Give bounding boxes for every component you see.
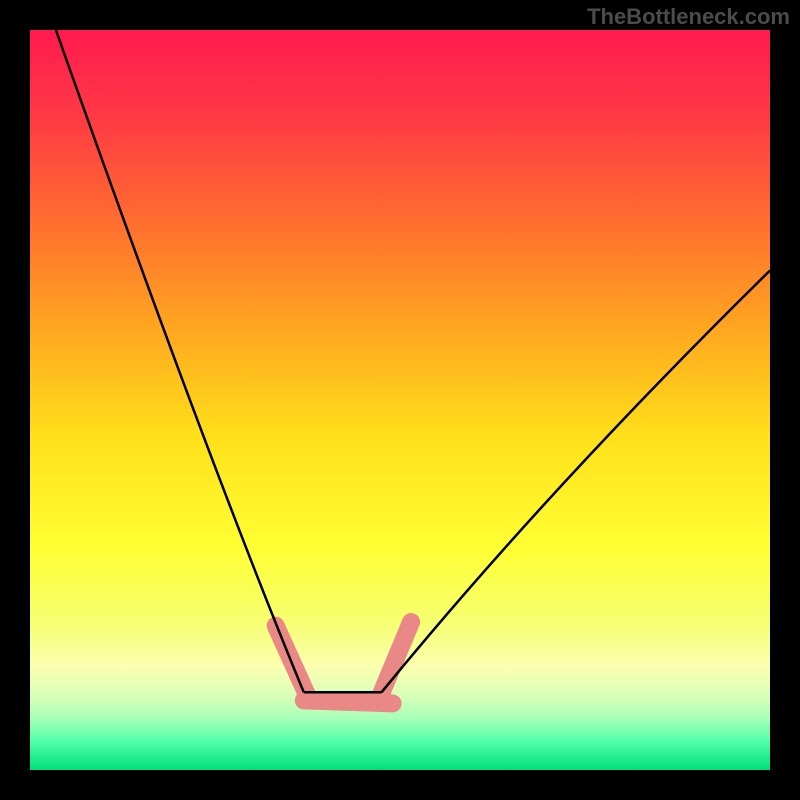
watermark-text: TheBottleneck.com	[587, 4, 790, 30]
chart-plot-area	[30, 30, 770, 770]
chart-svg	[30, 30, 770, 770]
